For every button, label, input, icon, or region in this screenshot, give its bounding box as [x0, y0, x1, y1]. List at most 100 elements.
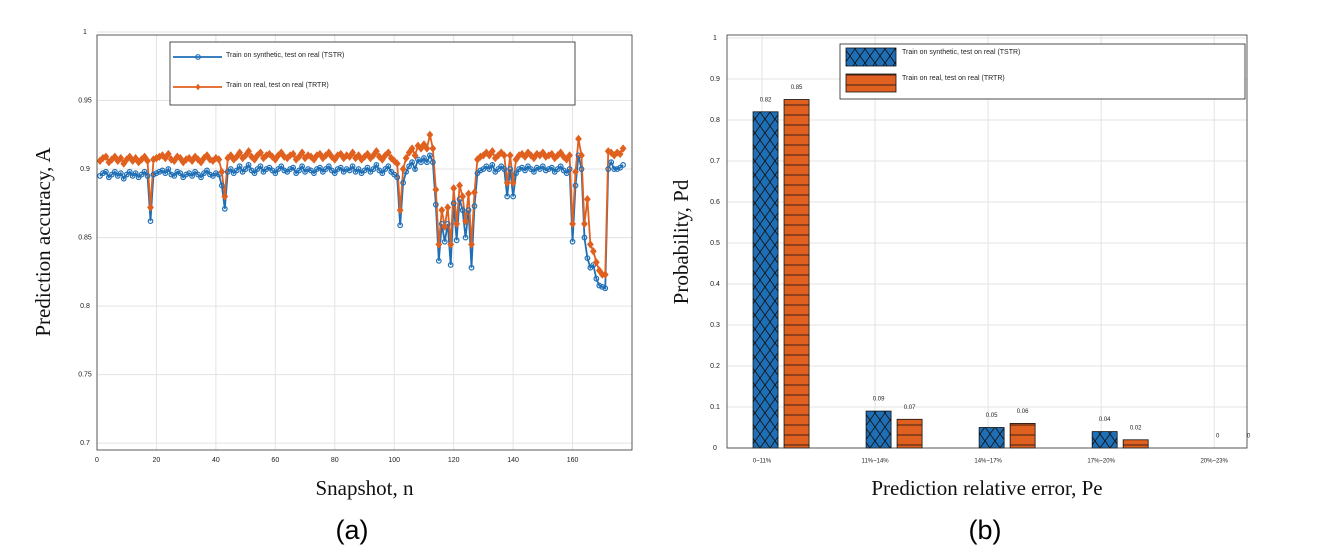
- point: [325, 148, 333, 157]
- point: [501, 166, 508, 172]
- point: [426, 152, 433, 159]
- point: [364, 149, 371, 159]
- point: [441, 238, 448, 245]
- point: [539, 148, 547, 157]
- point: [337, 164, 344, 171]
- point: [601, 270, 609, 279]
- x-tick-label: 0: [95, 457, 99, 464]
- point: [281, 167, 288, 174]
- point: [236, 148, 244, 157]
- point: [257, 163, 264, 170]
- point: [215, 155, 223, 164]
- axes-frame: [96, 34, 633, 451]
- point: [189, 173, 196, 179]
- point: [373, 162, 380, 168]
- legend-swatch: [845, 47, 897, 67]
- bar-value-label: 0.02: [1130, 425, 1142, 431]
- bar: [1122, 439, 1149, 449]
- point: [462, 234, 469, 241]
- point: [608, 159, 615, 166]
- point: [334, 166, 341, 172]
- point: [506, 151, 514, 160]
- point: [176, 153, 184, 163]
- bar-value-label: 0.06: [1017, 409, 1029, 415]
- point: [539, 163, 546, 170]
- point: [396, 206, 404, 215]
- x-tick-label: 40: [212, 457, 220, 464]
- point: [572, 167, 579, 176]
- point: [141, 168, 148, 175]
- point: [346, 152, 354, 161]
- point: [394, 174, 401, 181]
- legend-label: Train on real, test on real (TRTR): [902, 75, 1005, 82]
- panel-caption: (b): [969, 515, 1002, 545]
- y-tick-label: 0.9: [80, 166, 90, 173]
- point: [147, 203, 154, 212]
- point: [569, 219, 576, 229]
- bar-value-label: 0: [1216, 434, 1220, 440]
- point: [507, 166, 514, 172]
- point: [533, 164, 540, 171]
- point: [117, 170, 124, 177]
- point: [161, 153, 169, 163]
- y-axis-label: Prediction accuracy, A: [31, 147, 55, 337]
- point: [542, 167, 549, 174]
- y-tick-label: 0.8: [80, 303, 90, 310]
- y-tick-label: 0.95: [78, 97, 92, 104]
- point: [581, 219, 588, 229]
- point: [370, 166, 377, 172]
- point: [512, 155, 520, 164]
- point: [165, 166, 172, 172]
- point: [488, 147, 496, 156]
- point: [424, 159, 430, 166]
- point: [584, 195, 591, 204]
- point: [581, 234, 588, 241]
- legend-label: Train on synthetic, test on real (TSTR): [226, 52, 344, 59]
- point: [465, 189, 472, 198]
- y-tick-label: 0.9: [710, 76, 720, 83]
- point: [593, 275, 600, 282]
- point: [197, 158, 205, 167]
- y-axis-label: Probability, Pd: [669, 179, 693, 304]
- point: [429, 159, 436, 166]
- legend-box: [839, 43, 1246, 100]
- point: [468, 264, 475, 271]
- point: [102, 152, 110, 161]
- point: [441, 222, 449, 231]
- point: [614, 166, 621, 172]
- y-tick-label: 0.5: [710, 240, 720, 247]
- y-tick-label: 0.1: [710, 404, 720, 411]
- axes-frame: [726, 34, 1248, 449]
- x-tick-label: 60: [271, 457, 279, 464]
- x-tick-label: 0~11%: [753, 459, 772, 465]
- point: [299, 163, 305, 170]
- point: [406, 163, 412, 170]
- point: [596, 282, 603, 289]
- point: [408, 144, 416, 153]
- x-tick-label: 120: [448, 457, 460, 464]
- point: [522, 167, 528, 174]
- point: [435, 240, 443, 249]
- point: [132, 170, 139, 177]
- point: [296, 167, 303, 174]
- bar-value-label: 0.05: [986, 413, 998, 419]
- point: [399, 164, 407, 174]
- legend-marker: [195, 83, 201, 91]
- legend-marker: [195, 54, 201, 60]
- point: [444, 203, 452, 212]
- point: [156, 168, 163, 175]
- point: [218, 182, 225, 189]
- point: [402, 153, 410, 163]
- point: [569, 238, 576, 245]
- y-tick-label: 0.8: [710, 117, 720, 124]
- y-tick-label: 0.2: [710, 363, 720, 370]
- point: [572, 182, 579, 189]
- point: [471, 188, 478, 197]
- point: [453, 219, 461, 229]
- point: [587, 240, 594, 249]
- point: [566, 151, 573, 160]
- point: [485, 151, 493, 160]
- x-tick-label: 14%~17%: [974, 459, 1002, 465]
- point: [548, 149, 556, 159]
